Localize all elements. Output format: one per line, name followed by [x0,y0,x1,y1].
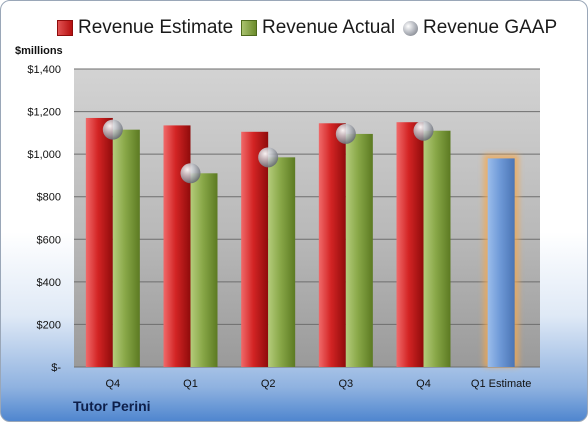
gaap-marker [258,147,279,168]
bar-actual [190,173,218,367]
bar-actual [345,133,373,367]
legend-item-estimate: Revenue Estimate [57,15,233,41]
x-axis: Q4 Q1 Q2 Q3 Q4 Q1 Estimate [105,378,531,390]
x-tick-label: Q4 [416,378,431,390]
legend-swatch-actual [241,20,257,36]
gaap-marker [335,123,356,144]
y-tick-label: $1,400 [27,64,61,76]
x-tick-label: Q2 [261,378,276,390]
x-tick-label: Q1 Estimate [471,378,532,390]
bar-estimate [396,122,424,367]
y-tick-label: $- [51,362,61,374]
bar-actual [423,130,451,367]
legend-item-actual: Revenue Actual [241,15,395,41]
y-tick-label: $200 [37,319,61,331]
gridlines [74,68,540,368]
legend-item-gaap: Revenue GAAP [403,15,557,41]
legend-label-gaap: Revenue GAAP [423,17,558,38]
unit-label: $millions [15,45,63,57]
bar-estimate [318,123,346,368]
gaap-marker [180,163,201,184]
bar-forecast [487,158,515,367]
bar-estimate [163,125,191,368]
bar-estimate [241,131,269,367]
y-tick-label: $400 [37,277,61,289]
bar-actual [112,129,140,367]
y-tick-label: $800 [37,192,61,204]
bar-actual [268,157,296,367]
legend-swatch-estimate [57,20,73,36]
plot-area [74,69,540,367]
x-tick-label: Q3 [338,378,353,390]
x-tick-label: Q1 [183,378,198,390]
company-name: Tutor Perini [73,398,151,414]
legend-label-actual: Revenue Actual [262,17,396,38]
gaap-marker [413,120,434,141]
y-tick-label: $600 [37,234,61,246]
gaap-marker [102,119,123,140]
gaap-markers [102,119,434,184]
y-axis: $- $200 $400 $600 $800 $1,000 $1,200 $1,400 [27,64,61,374]
y-tick-label: $1,200 [27,107,61,119]
legend-label-estimate: Revenue Estimate [78,17,234,38]
legend: Revenue Estimate Revenue Actual Revenue … [1,15,587,41]
x-tick-label: Q4 [105,378,120,390]
y-tick-label: $1,000 [27,149,61,161]
bar-estimate [85,117,113,367]
legend-swatch-gaap [403,20,418,36]
